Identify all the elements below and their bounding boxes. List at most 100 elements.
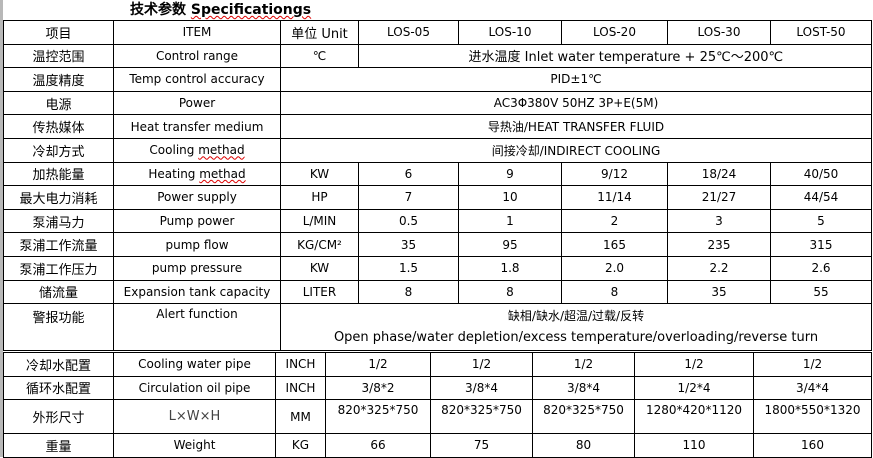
model-value: 2.0 — [561, 255, 668, 281]
row-label-en: Alert function — [113, 303, 281, 352]
model-value: 2.6 — [770, 255, 872, 281]
row-label-cn: 外形尺寸 — [3, 399, 114, 434]
row-unit: INCH — [275, 352, 326, 377]
row-label-en: Weight — [113, 433, 276, 458]
row-label-en: pump flow — [113, 232, 281, 257]
row-label-cn: 泵浦工作流量 — [3, 232, 114, 257]
model-value: 1/2 — [532, 352, 635, 377]
alert-value: 缺相/缺水/超温/过载/反转 Open phase/water depletio… — [280, 303, 872, 352]
row-value: 间接冷却/INDIRECT COOLING — [280, 137, 872, 163]
model-value: 9 — [458, 161, 562, 187]
row-value: 导热油/HEAT TRANSFER FLUID — [280, 114, 872, 139]
model-value: 10 — [458, 185, 562, 210]
model-value: 35 — [667, 279, 771, 305]
header-model: LOS-10 — [458, 20, 562, 45]
row-label-cn: 警报功能 — [3, 303, 114, 352]
table-row: 重量 Weight KG 66 75 80 110 160 — [3, 433, 872, 458]
model-value: 165 — [561, 232, 668, 257]
table-row: 泵浦马力 Pump power L/MIN 0.5 1 2 3 5 — [3, 208, 872, 234]
table-row: 传热媒体 Heat transfer medium 导热油/HEAT TRANS… — [3, 114, 872, 139]
row-label-cn: 冷却方式 — [3, 137, 114, 163]
row-label-en: Heating methad — [113, 161, 281, 187]
row-label-cn: 加热能量 — [3, 161, 114, 187]
table-row: 冷却方式 Cooling methad 间接冷却/INDIRECT COOLIN… — [3, 137, 872, 163]
header-unit: 单位 Unit — [280, 20, 359, 45]
model-value: 55 — [770, 279, 872, 305]
empty-cell — [358, 43, 459, 69]
model-value: 2.2 — [667, 255, 771, 281]
model-value: 18/24 — [667, 161, 771, 187]
model-value: 820*325*750 — [430, 399, 533, 434]
row-value: 进水温度 Inlet water temperature + 25℃～200℃ — [458, 43, 872, 69]
row-label-en: Pump power — [113, 208, 281, 234]
model-value: 75 — [430, 433, 533, 458]
row-label-cn: 重量 — [3, 433, 114, 458]
model-value: 44/54 — [770, 185, 872, 210]
row-unit: L/MIN — [280, 208, 359, 234]
header-cn: 项目 — [3, 20, 114, 45]
row-label-cn: 冷却水配置 — [3, 352, 114, 377]
header-item: ITEM — [113, 20, 281, 45]
table-row: 温度精度 Temp control accuracy PID±1℃ — [3, 67, 872, 92]
model-value: 1.8 — [458, 255, 562, 281]
model-value: 8 — [458, 279, 562, 305]
model-value: 11/14 — [561, 185, 668, 210]
alert-value-cn: 缺相/缺水/超温/过载/反转 — [507, 309, 645, 324]
model-value: 1800*550*1320 — [753, 399, 872, 434]
row-label-en: Cooling methad — [113, 137, 281, 163]
header-model: LOS-30 — [667, 20, 771, 45]
row-label-en: Temp control accuracy — [113, 67, 281, 92]
model-value: 1/2 — [634, 352, 754, 377]
model-value: 35 — [358, 232, 459, 257]
row-label-cn: 温控范围 — [3, 43, 114, 69]
model-value: 3/4*4 — [753, 375, 872, 400]
header-row: 项目 ITEM 单位 Unit LOS-05 LOS-10 LOS-20 LOS… — [3, 20, 872, 45]
model-value: 5 — [770, 208, 872, 234]
row-unit: LITER — [280, 279, 359, 305]
model-value: 66 — [325, 433, 431, 458]
row-label-cn: 储流量 — [3, 279, 114, 305]
model-value: 3/8*2 — [325, 375, 431, 400]
model-value: 820*325*750 — [325, 399, 431, 434]
model-value: 21/27 — [667, 185, 771, 210]
row-unit: HP — [280, 185, 359, 210]
row-label-cn: 泵浦工作压力 — [3, 255, 114, 281]
row-label-cn: 电源 — [3, 90, 114, 116]
row-label-en: Power supply — [113, 185, 281, 210]
title-en: Specificationgs — [190, 2, 312, 18]
header-model: LOST-50 — [770, 20, 872, 45]
model-value: 80 — [532, 433, 635, 458]
model-value: 110 — [634, 433, 754, 458]
row-label-cn: 泵浦马力 — [3, 208, 114, 234]
model-value: 1/2 — [430, 352, 533, 377]
model-value: 1 — [458, 208, 562, 234]
row-label-cn: 传热媒体 — [3, 114, 114, 139]
model-value: 820*325*750 — [532, 399, 635, 434]
model-value: 40/50 — [770, 161, 872, 187]
window-left-edge — [0, 0, 3, 457]
spec-table-bottom: 冷却水配置 Cooling water pipe INCH 1/2 1/2 1/2 1/2 1… — [3, 352, 872, 458]
row-label-en: Heat transfer medium — [113, 114, 281, 139]
table-row: 温控范围 Control range ℃ 进水温度 Inlet water te… — [3, 43, 872, 69]
spec-table-top: 项目 ITEM 单位 Unit LOS-05 LOS-10 LOS-20 LOS… — [3, 20, 872, 352]
model-value: 315 — [770, 232, 872, 257]
row-unit: KW — [280, 255, 359, 281]
table-row: 加热能量 Heating methad KW 6 9 9/12 18/24 40/50 — [3, 161, 872, 187]
model-value: 6 — [358, 161, 459, 187]
page-title: 技术参数 Specificationgs — [130, 0, 330, 19]
model-value: 1/2 — [753, 352, 872, 377]
model-value: 2 — [561, 208, 668, 234]
model-value: 3/8*4 — [532, 375, 635, 400]
table-row: 储流量 Expansion tank capacity LITER 8 8 8 35 55 — [3, 279, 872, 305]
row-label-en: L×W×H — [113, 399, 276, 434]
model-value: 3 — [667, 208, 771, 234]
table-row: 冷却水配置 Cooling water pipe INCH 1/2 1/2 1/2 1/2 1… — [3, 352, 872, 377]
row-label-en: Power — [113, 90, 281, 116]
table-row: 电源 Power AC3Φ380V 50HZ 3P+E(5M) — [3, 90, 872, 116]
model-value: 160 — [753, 433, 872, 458]
title-cn: 技术参数 — [130, 2, 186, 18]
table-row: 最大电力消耗 Power supply HP 7 10 11/14 21/27 44/54 — [3, 185, 872, 210]
model-value: 7 — [358, 185, 459, 210]
model-value: 1280*420*1120 — [634, 399, 754, 434]
row-label-en: Expansion tank capacity — [113, 279, 281, 305]
